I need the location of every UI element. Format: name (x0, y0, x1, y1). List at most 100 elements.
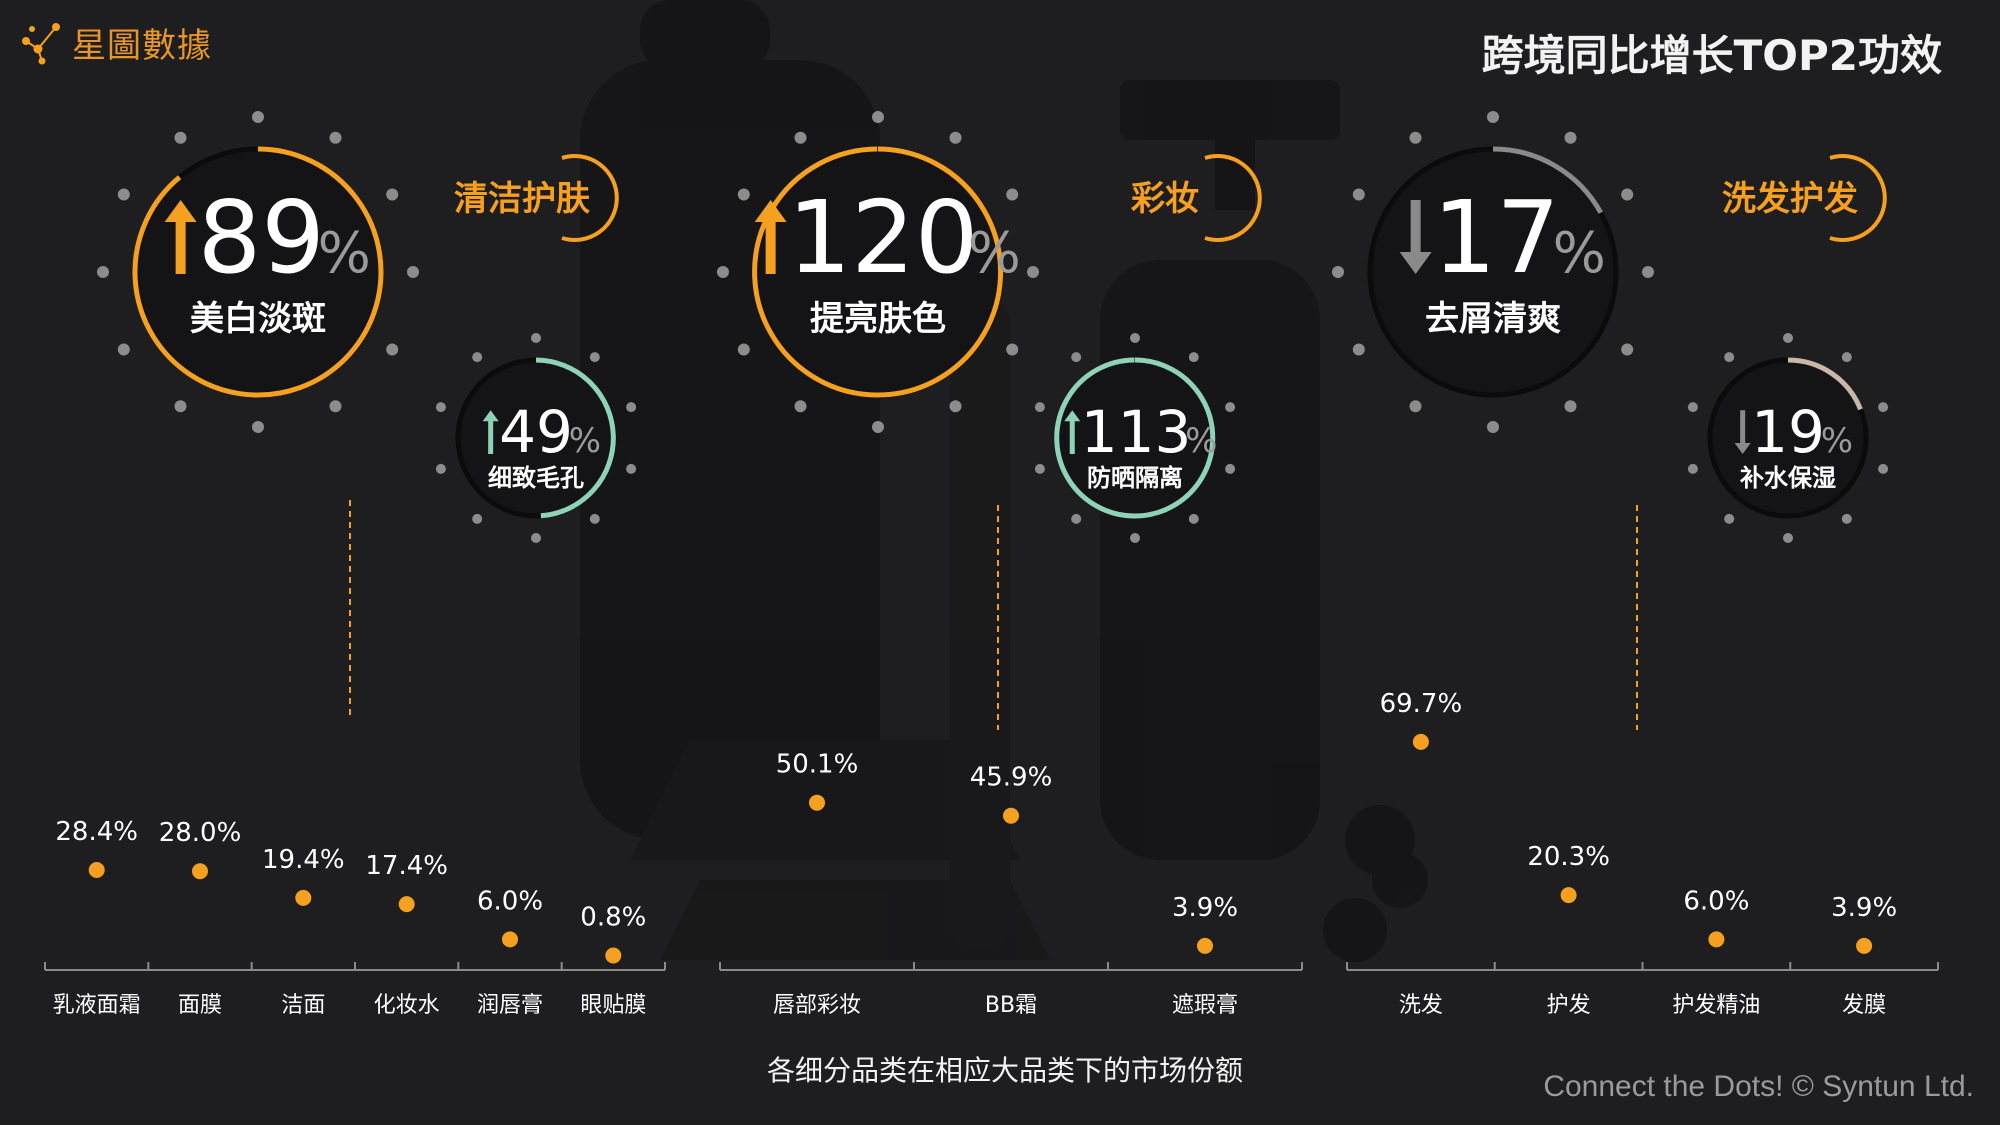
dot-ring-dot (1687, 402, 1698, 413)
category-panel: 清洁护肤 89% 美白淡斑 49% 细致毛孔 (97, 111, 637, 720)
category-half-ring (1204, 154, 1262, 242)
data-point (398, 896, 415, 913)
dot-ring-dot (97, 266, 109, 278)
arrow-shaft (1069, 420, 1075, 454)
category-label: 清洁护肤 (454, 179, 590, 219)
dot-ring-dot (252, 111, 264, 123)
page-title: 跨境同比增长TOP2功效 (1481, 31, 1942, 80)
data-label: 20.3% (1527, 842, 1610, 872)
data-label: 3.9% (1172, 893, 1238, 923)
dot-ring-dot (1071, 513, 1082, 524)
category-tick-label: BB霜 (985, 993, 1037, 1018)
dot-ring-dot (1642, 266, 1654, 278)
data-point (295, 889, 312, 906)
data-point (1856, 937, 1873, 954)
arrow-head (754, 200, 787, 222)
dot-ring-dot (1783, 533, 1793, 543)
dot-ring-dot (407, 266, 419, 278)
category-half-ring (561, 154, 619, 242)
dot-ring-dot (949, 400, 962, 413)
stat-value: 89 (198, 179, 325, 296)
arrow-head (482, 410, 499, 422)
dot-ring-dot (737, 343, 750, 356)
dot-ring-dot (794, 400, 807, 413)
data-point (605, 947, 622, 964)
arrow-head (164, 200, 197, 222)
dot-ring-dot (1034, 402, 1045, 413)
dot-ring-dot (174, 400, 187, 413)
dot-ring-dot (872, 421, 884, 433)
dot-ring-dot (1352, 188, 1365, 201)
dot-ring-dot (435, 402, 446, 413)
dot-ring-dot (1878, 402, 1889, 413)
market-share-chart: 50.1% 唇部彩妆 45.9% BB霜 3.9% 遮瑕膏 (719, 750, 1303, 1018)
dot-ring-dot (531, 333, 541, 343)
category-tick-label: 面膜 (178, 993, 222, 1018)
dot-ring-dot (626, 402, 637, 413)
dot-ring-dot (1409, 131, 1422, 144)
dot-ring-dot (117, 188, 130, 201)
main-dot-ring (97, 111, 419, 433)
data-label: 28.4% (55, 817, 138, 847)
category-tick-label: 遮瑕膏 (1172, 993, 1238, 1018)
arrow-head (1064, 410, 1081, 422)
percent-sign: % (569, 421, 601, 461)
data-point (1003, 807, 1019, 824)
dot-ring-dot (174, 131, 187, 144)
dot-ring-dot (589, 513, 600, 524)
dot-ring-dot (1027, 266, 1039, 278)
category-label: 洗发护发 (1722, 179, 1858, 219)
data-point (1197, 937, 1213, 954)
category-tick-label: 发膜 (1842, 993, 1886, 1018)
percent-sign: % (318, 221, 371, 286)
dot-ring-dot (589, 352, 600, 363)
dot-ring-dot (1841, 513, 1852, 524)
market-share-chart: 69.7% 洗发 20.3% 护发 6.0% 护发精油 3.9% 发膜 (1346, 689, 1939, 1018)
data-label: 50.1% (776, 750, 859, 780)
secondary-dot-ring (1034, 333, 1236, 543)
data-label: 6.0% (1683, 886, 1749, 916)
dot-ring-dot (1621, 188, 1634, 201)
percent-sign: % (1185, 421, 1217, 461)
dot-ring-dot (717, 266, 729, 278)
logo-text: 星圖數據 (72, 26, 212, 66)
category-tick-label: 化妆水 (374, 993, 440, 1018)
dot-ring-dot (1841, 352, 1852, 363)
dot-ring-dot (386, 188, 399, 201)
data-label: 28.0% (159, 818, 242, 848)
category-tick-label: 唇部彩妆 (773, 993, 861, 1018)
secondary-dot-ring (1687, 333, 1889, 543)
arrow-shaft (488, 420, 494, 454)
dot-ring-dot (737, 188, 750, 201)
category-label: 彩妆 (1131, 179, 1199, 219)
arrow-shaft (765, 221, 776, 274)
dot-ring-dot (1487, 111, 1499, 123)
category-tick-label: 洁面 (281, 993, 325, 1018)
dot-ring-dot (1006, 343, 1019, 356)
category-half-ring (1829, 154, 1887, 242)
category-tick-label: 乳液面霜 (53, 993, 141, 1018)
secondary-stat-circle: 113%防晒隔离 (1054, 357, 1217, 519)
data-point (1412, 733, 1429, 750)
secondary-stat-circle-ring-arc (535, 357, 616, 519)
main-stat-circle: 120% 提亮肤色 (752, 146, 1021, 398)
dot-ring-dot (1724, 513, 1735, 524)
main-stat-circle-ring-arc (1492, 146, 1603, 214)
data-point (1560, 887, 1577, 904)
dot-ring-dot (329, 400, 342, 413)
secondary-stat-circle-ring-arc (1054, 357, 1216, 519)
up-arrow-icon (164, 200, 197, 274)
data-point (192, 863, 208, 880)
dot-ring-dot (1564, 131, 1577, 144)
stat-label: 补水保湿 (1740, 464, 1836, 492)
data-label: 6.0% (477, 886, 543, 916)
arrow-shaft (1410, 200, 1421, 253)
category-tick-label: 洗发 (1399, 993, 1443, 1018)
dot-ring-dot (1130, 333, 1140, 343)
data-point (1708, 931, 1725, 948)
dot-ring-dot (386, 343, 399, 356)
data-label: 19.4% (262, 845, 345, 875)
dot-ring-dot (1071, 352, 1082, 363)
